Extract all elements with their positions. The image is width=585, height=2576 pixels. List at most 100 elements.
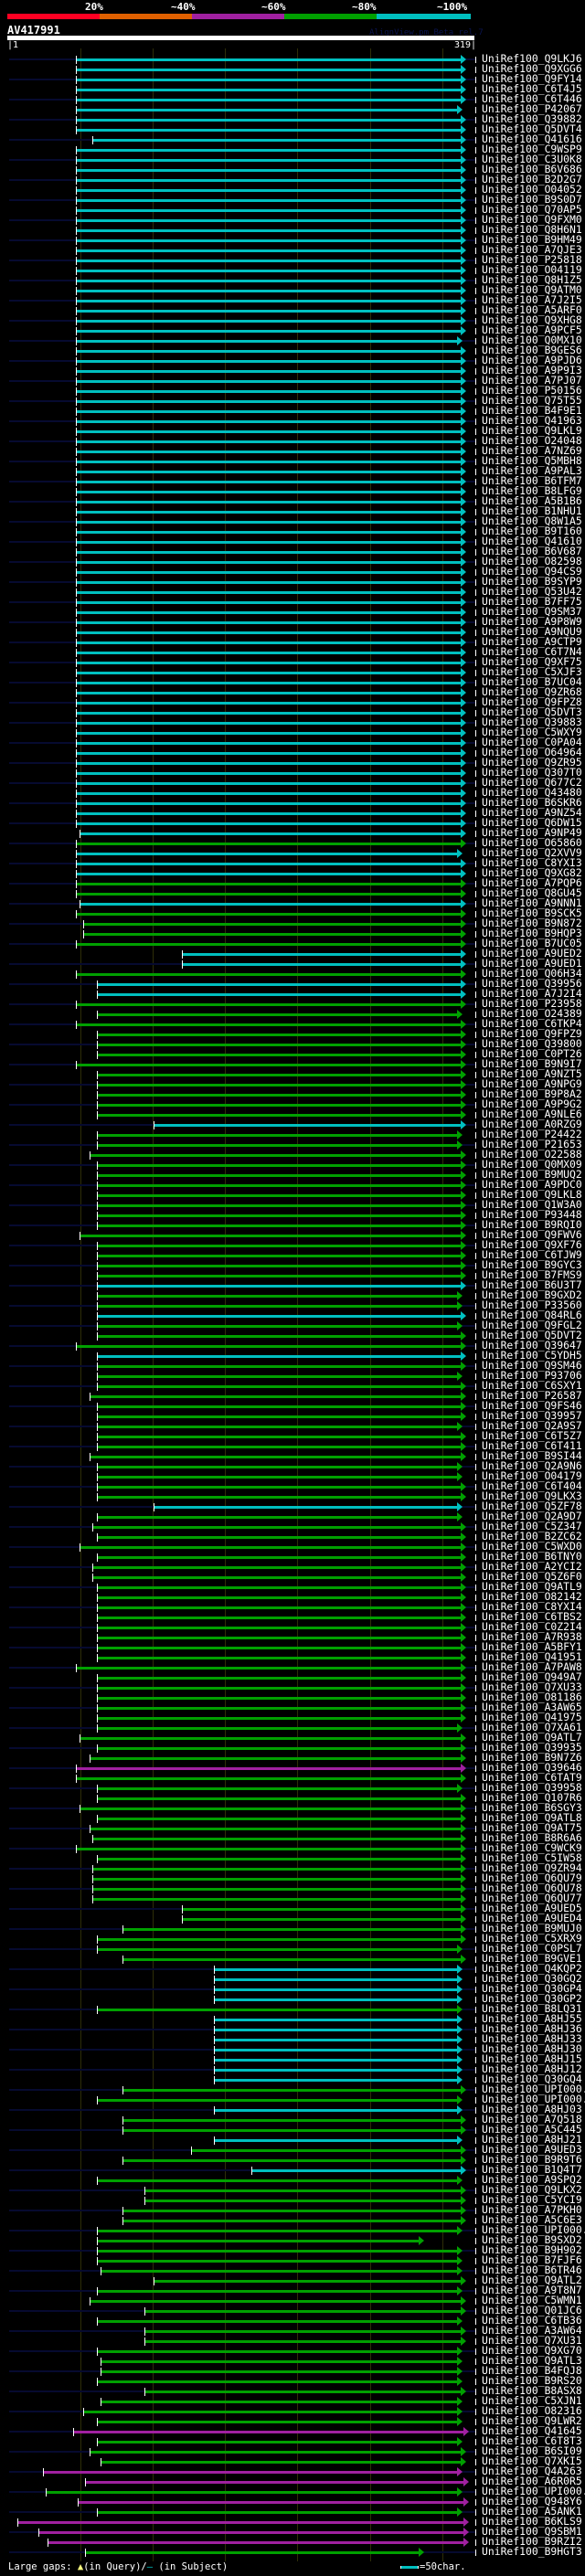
subject-label[interactable]: UniRef100_A5C445	[482, 2123, 582, 2136]
alignment-bar[interactable]	[214, 2058, 458, 2062]
subject-label[interactable]: UniRef100_P25818	[482, 253, 582, 266]
alignment-bar[interactable]	[91, 1877, 461, 1881]
alignment-bar[interactable]	[85, 2550, 419, 2554]
alignment-bar[interactable]	[91, 1837, 461, 1840]
alignment-bar[interactable]	[76, 600, 461, 604]
subject-label[interactable]: UniRef100_A8HJ36	[482, 2022, 582, 2035]
alignment-bar[interactable]	[144, 2329, 461, 2333]
alignment-bar[interactable]	[96, 1244, 461, 1247]
alignment-bar[interactable]	[96, 2008, 458, 2011]
subject-label[interactable]: UniRef100_B7UC04	[482, 675, 582, 688]
subject-label[interactable]: UniRef100_A7NZ69	[482, 444, 582, 457]
alignment-bar[interactable]	[76, 158, 461, 162]
subject-label[interactable]: UniRef100_A8HJ55	[482, 2012, 582, 2025]
subject-label[interactable]: UniRef100_A7J2I5	[482, 293, 582, 306]
subject-label[interactable]: UniRef100_Q5DVT3	[482, 705, 582, 718]
subject-label[interactable]: UniRef100_Q39957	[482, 1409, 582, 1422]
alignment-bar[interactable]	[76, 1847, 461, 1850]
alignment-bar[interactable]	[96, 1606, 461, 1609]
subject-label[interactable]: UniRef100_Q9ATL3	[482, 2354, 582, 2367]
subject-label[interactable]: UniRef100_A8HJ30	[482, 2042, 582, 2055]
alignment-bar[interactable]	[101, 2400, 458, 2403]
subject-label[interactable]: UniRef100_C6T4J5	[482, 82, 582, 95]
subject-label[interactable]: UniRef100_B1NHU1	[482, 504, 582, 517]
alignment-bar[interactable]	[76, 399, 461, 403]
subject-label[interactable]: UniRef100_Q39883	[482, 716, 582, 728]
alignment-bar[interactable]	[96, 1284, 461, 1288]
subject-label[interactable]: UniRef100_Q9XF75	[482, 655, 582, 668]
subject-label[interactable]: UniRef100_Q9FXM0	[482, 213, 582, 226]
subject-label[interactable]: UniRef100_B9SCK5	[482, 906, 582, 919]
subject-label[interactable]: UniRef100_Q39647	[482, 1339, 582, 1352]
subject-label[interactable]: UniRef100_B9SYP9	[482, 575, 582, 588]
alignment-bar[interactable]	[96, 1706, 461, 1710]
subject-label[interactable]: UniRef100_A9UED3	[482, 2143, 582, 2156]
subject-label[interactable]: UniRef100_A7PAW8	[482, 1660, 582, 1673]
alignment-bar[interactable]	[76, 228, 461, 232]
alignment-bar[interactable]	[182, 962, 461, 966]
subject-label[interactable]: UniRef100_B9HQP3	[482, 927, 582, 939]
alignment-bar[interactable]	[76, 208, 461, 212]
alignment-bar[interactable]	[96, 1294, 458, 1298]
subject-label[interactable]: UniRef100_UPI000..	[482, 2485, 585, 2497]
subject-label[interactable]: UniRef100_A9NQU9	[482, 625, 582, 638]
alignment-bar[interactable]	[96, 2319, 458, 2323]
subject-label[interactable]: UniRef100_Q307T0	[482, 766, 582, 779]
subject-label[interactable]: UniRef100_O82316	[482, 2404, 582, 2417]
subject-label[interactable]: UniRef100_Q9SM46	[482, 1359, 582, 1372]
subject-label[interactable]: UniRef100_B4FQJ8	[482, 2364, 582, 2377]
subject-label[interactable]: UniRef100_B9MUQ2	[482, 1168, 582, 1181]
subject-label[interactable]: UniRef100_A9CTP9	[482, 635, 582, 648]
subject-label[interactable]: UniRef100_C6T5Z7	[482, 1429, 582, 1442]
alignment-bar[interactable]	[76, 319, 461, 323]
subject-label[interactable]: UniRef100_Q9ATL9	[482, 1580, 582, 1593]
subject-label[interactable]: UniRef100_A0RZG9	[482, 1118, 582, 1130]
alignment-bar[interactable]	[76, 771, 461, 775]
subject-label[interactable]: UniRef100_A8HJ12	[482, 2062, 582, 2075]
subject-label[interactable]: UniRef100_Q41963	[482, 414, 582, 427]
alignment-bar[interactable]	[96, 1726, 458, 1730]
alignment-bar[interactable]	[76, 862, 461, 865]
subject-label[interactable]: UniRef100_Q41616	[482, 133, 582, 145]
alignment-bar[interactable]	[76, 440, 461, 443]
subject-label[interactable]: UniRef100_Q6DW15	[482, 816, 582, 829]
alignment-bar[interactable]	[96, 1646, 461, 1649]
subject-label[interactable]: UniRef100_Q9XGG6	[482, 62, 582, 75]
subject-label[interactable]: UniRef100_A7J2I4	[482, 987, 582, 1000]
subject-label[interactable]: UniRef100_Q9XG70	[482, 2344, 582, 2357]
subject-label[interactable]: UniRef100_A9PAL3	[482, 464, 582, 477]
subject-label[interactable]: UniRef100_B9SI44	[482, 1449, 582, 1462]
subject-label[interactable]: UniRef100_P93706	[482, 1369, 582, 1382]
alignment-bar[interactable]	[76, 811, 461, 815]
subject-label[interactable]: UniRef100_C5WMN1	[482, 2294, 582, 2306]
subject-label[interactable]: UniRef100_Q7XU33	[482, 1680, 582, 1693]
subject-label[interactable]: UniRef100_B8R6A6	[482, 1831, 582, 1844]
subject-label[interactable]: UniRef100_A9T8N7	[482, 2284, 582, 2296]
alignment-bar[interactable]	[96, 1103, 461, 1107]
alignment-bar[interactable]	[214, 1988, 458, 1991]
alignment-bar[interactable]	[76, 701, 461, 705]
subject-label[interactable]: UniRef100_Q7XKI5	[482, 2454, 582, 2467]
subject-label[interactable]: UniRef100_P24422	[482, 1128, 582, 1140]
alignment-bar[interactable]	[96, 1053, 461, 1056]
alignment-bar[interactable]	[83, 2410, 458, 2413]
alignment-bar[interactable]	[46, 2490, 458, 2494]
subject-label[interactable]: UniRef100_B9HGT3	[482, 2545, 582, 2558]
subject-label[interactable]: UniRef100_Q41645	[482, 2424, 582, 2437]
subject-label[interactable]: UniRef100_Q94CS9	[482, 565, 582, 578]
subject-label[interactable]: UniRef100_O24389	[482, 1007, 582, 1020]
subject-label[interactable]: UniRef100_Q9SBM1	[482, 2525, 582, 2538]
alignment-bar[interactable]	[76, 1063, 461, 1066]
alignment-bar[interactable]	[96, 1083, 461, 1087]
subject-label[interactable]: UniRef100_A2YCI2	[482, 1560, 582, 1573]
alignment-bar[interactable]	[182, 1917, 461, 1921]
alignment-bar[interactable]	[76, 1344, 461, 1348]
alignment-bar[interactable]	[96, 1224, 461, 1227]
alignment-bar[interactable]	[96, 1073, 461, 1076]
alignment-bar[interactable]	[96, 1947, 458, 1951]
subject-label[interactable]: UniRef100_Q949A7	[482, 1670, 582, 1683]
alignment-bar[interactable]	[76, 359, 461, 363]
subject-label[interactable]: UniRef100_B6V687	[482, 545, 582, 557]
subject-label[interactable]: UniRef100_B6U3T7	[482, 1278, 582, 1291]
alignment-bar[interactable]	[76, 470, 461, 473]
